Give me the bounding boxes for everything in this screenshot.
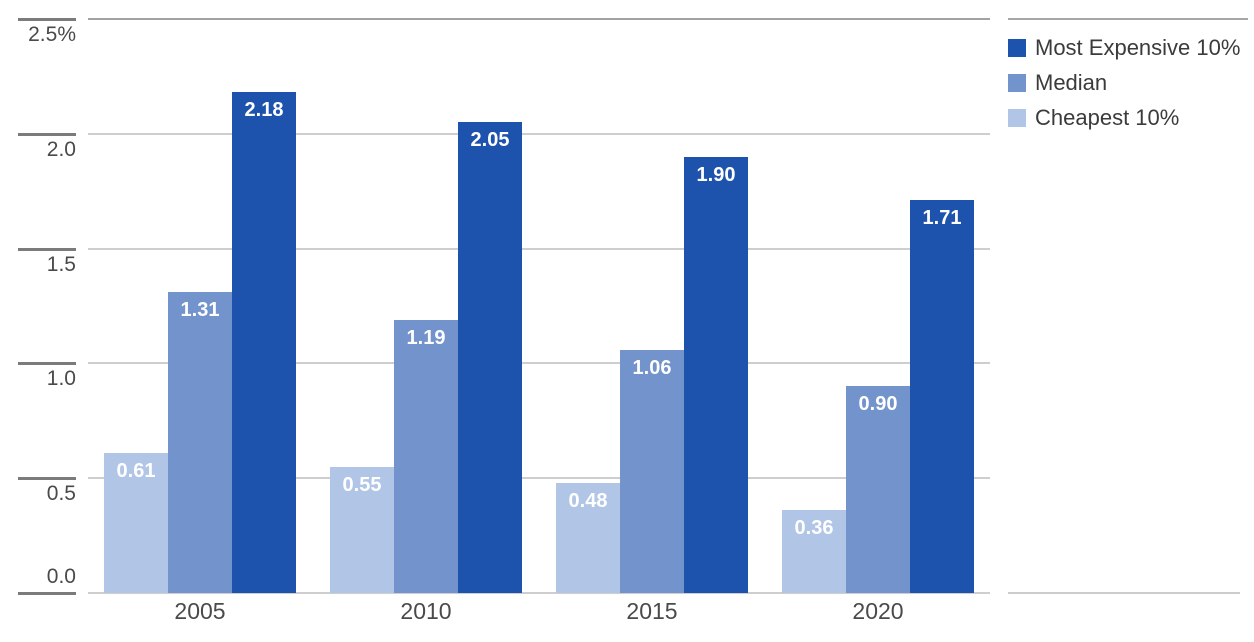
bar-value-label: 1.31 [180, 299, 220, 322]
legend-swatch [1008, 39, 1026, 57]
gridline [88, 247, 990, 250]
x-axis-label: 2005 [174, 598, 226, 624]
axis-extension-rule [1008, 592, 1240, 594]
legend-label: Most Expensive 10% [1035, 35, 1241, 60]
bar [910, 200, 974, 593]
y-tick [18, 132, 76, 136]
y-tick-label: 2.5% [28, 23, 76, 46]
x-axis-label: 2020 [852, 598, 904, 624]
y-tick [18, 18, 76, 21]
bar [168, 292, 232, 593]
gridline [88, 477, 990, 480]
bar-value-label: 2.18 [244, 99, 284, 122]
legend-item: Most Expensive 10% [1008, 36, 1240, 60]
bar-value-label: 0.55 [342, 473, 382, 496]
legend-item: Cheapest 10% [1008, 106, 1179, 130]
bar [330, 466, 394, 593]
bar [556, 482, 620, 593]
y-tick [18, 592, 76, 595]
bar [684, 156, 748, 593]
x-axis-label: 2015 [626, 598, 678, 624]
y-tick-label: 0.0 [46, 565, 76, 588]
legend-swatch [1008, 109, 1026, 127]
bar [458, 122, 522, 593]
bar-value-label: 1.19 [406, 326, 446, 349]
bar [394, 319, 458, 593]
legend-label: Median [1035, 70, 1108, 95]
bar [620, 349, 684, 593]
gridline [88, 362, 990, 365]
y-tick-label: 2.0 [46, 137, 76, 161]
legend-swatch [1008, 74, 1026, 92]
x-axis-label: 2010 [400, 598, 452, 624]
y-tick-label: 1.0 [46, 367, 76, 391]
bar [846, 386, 910, 593]
gridline [88, 18, 990, 20]
y-tick-label: 0.5 [46, 482, 76, 506]
legend-top-rule [1008, 18, 1248, 20]
y-tick [18, 247, 76, 251]
legend-label: Cheapest 10% [1035, 105, 1180, 130]
bar-value-label: 1.06 [632, 356, 672, 379]
y-tick-label: 1.5 [46, 252, 76, 276]
bar [782, 510, 846, 593]
bar-value-label: 0.90 [858, 393, 898, 416]
bar [104, 452, 168, 593]
bar-value-label: 0.36 [794, 517, 834, 540]
bar-value-label: 1.71 [922, 207, 962, 230]
y-tick [18, 477, 76, 481]
bar-value-label: 1.90 [696, 163, 736, 186]
bar-value-label: 0.48 [568, 489, 608, 512]
y-tick [18, 362, 76, 366]
bar-value-label: 2.05 [470, 129, 510, 152]
gridline [88, 592, 990, 594]
gridline [88, 132, 990, 135]
legend-item: Median [1008, 71, 1107, 95]
bar-value-label: 0.61 [116, 459, 156, 482]
bar [232, 92, 296, 593]
